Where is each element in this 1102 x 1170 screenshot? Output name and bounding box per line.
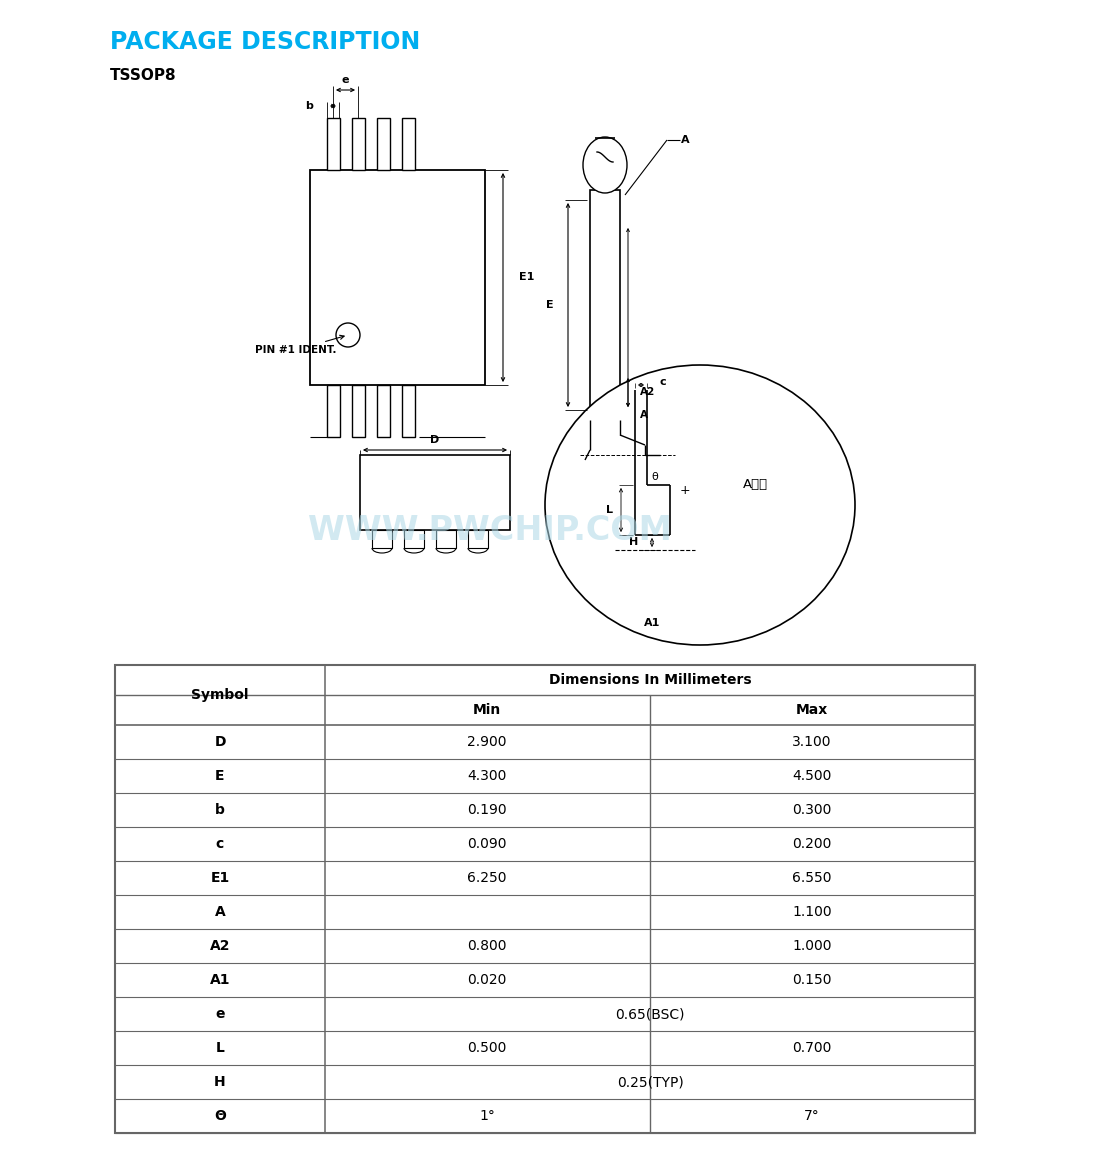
Ellipse shape [545,365,855,645]
Text: θ: θ [651,472,658,482]
Text: L: L [216,1041,225,1055]
Text: A: A [215,906,226,918]
Text: E: E [547,300,554,310]
Text: b: b [215,803,225,817]
Bar [377,385,390,438]
Text: e: e [342,75,348,85]
Text: 0.300: 0.300 [792,803,832,817]
Text: +: + [680,483,690,496]
Text: A1: A1 [209,973,230,987]
Text: b: b [305,101,313,111]
Text: 0.800: 0.800 [467,940,507,954]
Bar [310,170,485,385]
Text: 1°: 1° [479,1109,495,1123]
Text: c: c [216,837,224,851]
Text: 0.020: 0.020 [467,973,507,987]
Text: 7°: 7° [804,1109,820,1123]
Text: 1.000: 1.000 [792,940,832,954]
Text: Symbol: Symbol [192,688,249,702]
Text: e: e [215,1007,225,1021]
Text: A放大: A放大 [743,479,768,491]
Bar [372,530,392,548]
Text: A: A [681,135,690,145]
Text: D: D [214,735,226,749]
Text: 3.100: 3.100 [792,735,832,749]
Text: 4.500: 4.500 [792,769,832,783]
Text: A2: A2 [209,940,230,954]
Text: 0.25(TYP): 0.25(TYP) [617,1075,683,1089]
Text: Θ: Θ [214,1109,226,1123]
Circle shape [336,323,360,347]
Bar [468,530,488,548]
Text: 0.700: 0.700 [792,1041,832,1055]
Ellipse shape [583,137,627,193]
Bar [404,530,424,548]
Text: 6.250: 6.250 [467,870,507,885]
Text: 1.100: 1.100 [792,906,832,918]
Bar [352,118,365,170]
Text: 0.190: 0.190 [467,803,507,817]
Text: Min: Min [473,703,501,717]
Text: 4.300: 4.300 [467,769,507,783]
Text: E1: E1 [519,271,534,282]
Text: D: D [431,435,440,445]
Text: 0.090: 0.090 [467,837,507,851]
Bar [590,190,620,420]
Bar [377,118,390,170]
Text: PACKAGE DESCRIPTION: PACKAGE DESCRIPTION [110,30,420,54]
Text: H: H [214,1075,226,1089]
Text: 6.550: 6.550 [792,870,832,885]
Text: Max: Max [796,703,828,717]
Text: 0.150: 0.150 [792,973,832,987]
Text: A2: A2 [640,387,656,397]
Bar [115,665,975,1133]
Bar [436,530,456,548]
Bar [360,455,510,530]
Bar [402,118,415,170]
Text: H: H [629,537,638,548]
Text: E1: E1 [210,870,229,885]
Text: 0.65(BSC): 0.65(BSC) [615,1007,684,1021]
Text: A1: A1 [644,618,660,628]
Text: 0.500: 0.500 [467,1041,507,1055]
Text: WWW.PWCHIP.COM: WWW.PWCHIP.COM [309,514,672,546]
Bar [352,385,365,438]
Text: c: c [659,377,666,387]
Text: PIN #1 IDENT.: PIN #1 IDENT. [255,336,344,355]
Bar [327,118,341,170]
Text: Dimensions In Millimeters: Dimensions In Millimeters [549,673,752,687]
Bar [327,385,341,438]
Text: TSSOP8: TSSOP8 [110,68,176,83]
Bar [402,385,415,438]
Text: L: L [606,505,613,515]
Text: 2.900: 2.900 [467,735,507,749]
Text: E: E [215,769,225,783]
Text: A: A [640,410,648,420]
Text: 0.200: 0.200 [792,837,832,851]
